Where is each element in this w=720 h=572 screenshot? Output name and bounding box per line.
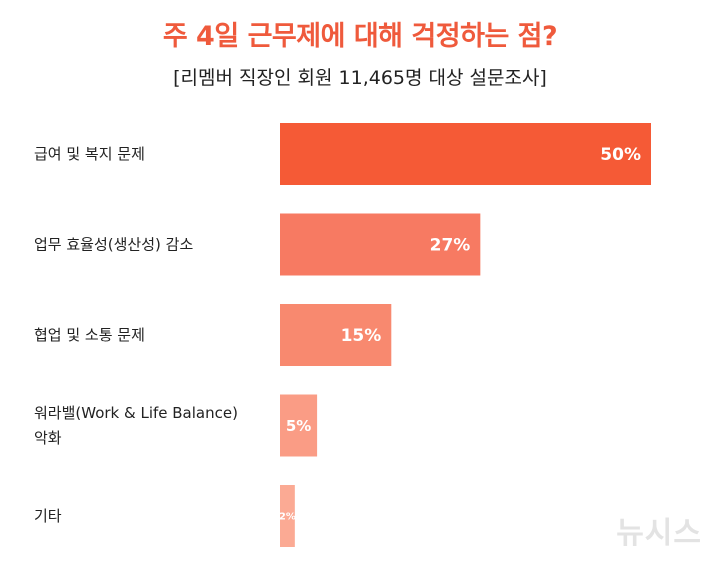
bar-2 — [280, 304, 392, 366]
watermark-logo: 뉴시스 — [616, 516, 702, 551]
category-label-2-0: 협업 및 소통 문제 — [34, 326, 145, 344]
value-label-4: 2% — [279, 512, 296, 523]
chart-subtitle: [리멤버 직장인 회원 11,465명 대상 설문조사] — [173, 67, 547, 89]
bar-4 — [280, 485, 295, 547]
value-label-3: 5% — [286, 417, 311, 435]
chart-title: 주 4일 근무제에 대해 걱정하는 점? — [162, 21, 558, 52]
category-label-3-0: 워라밸(Work & Life Balance) — [34, 404, 238, 422]
value-label-1: 27% — [430, 236, 471, 256]
category-label-4-0: 기타 — [34, 507, 62, 525]
category-label-3-1: 악화 — [34, 429, 62, 447]
value-label-2: 15% — [341, 326, 382, 346]
bar-3 — [280, 394, 318, 457]
category-label-0-0: 급여 및 복지 문제 — [34, 145, 145, 163]
bar-0 — [280, 123, 651, 185]
bar-1 — [280, 213, 481, 276]
category-label-1-0: 업무 효율성(생산성) 감소 — [34, 236, 193, 254]
value-label-0: 50% — [600, 145, 641, 165]
